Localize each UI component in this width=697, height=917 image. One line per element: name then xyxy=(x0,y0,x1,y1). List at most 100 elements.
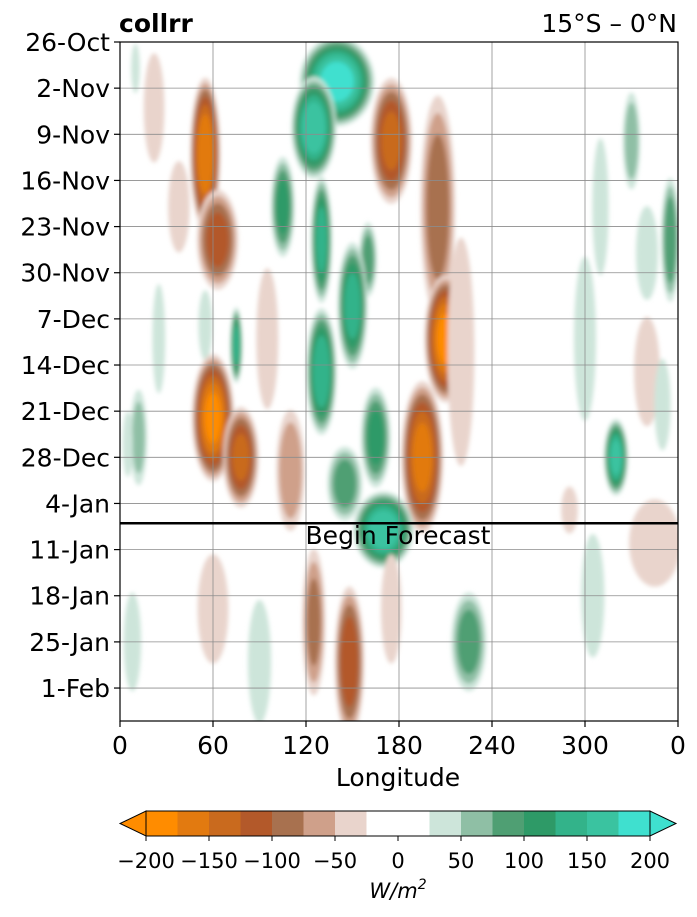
x-tick-label: 60 xyxy=(197,731,229,760)
grid xyxy=(120,41,678,721)
contour-level xyxy=(313,335,330,408)
contour-level xyxy=(206,212,229,268)
y-tick-label: 2-Nov xyxy=(36,74,110,103)
anomaly-feature xyxy=(636,206,658,300)
contour-level xyxy=(367,410,384,465)
anomaly-feature xyxy=(353,491,414,568)
y-tick-label: 4-Jan xyxy=(45,489,110,518)
contour-level xyxy=(302,102,326,154)
x-tick-label: 240 xyxy=(468,731,516,760)
contour-level xyxy=(233,325,240,366)
contour-level xyxy=(168,161,190,253)
contour-level xyxy=(654,358,671,451)
anomaly-feature xyxy=(190,77,221,231)
anomaly-feature xyxy=(198,290,213,361)
y-tick-label: 16-Nov xyxy=(20,166,110,195)
colorbar-tick-label: 150 xyxy=(567,849,607,873)
colorbar-over-arrow xyxy=(649,810,678,837)
contour-level xyxy=(340,616,359,707)
anomaly-feature xyxy=(152,284,166,394)
contour-level xyxy=(381,111,401,171)
anomaly-feature xyxy=(420,95,456,318)
contour-level xyxy=(316,206,327,273)
x-tick-label: 300 xyxy=(561,731,609,760)
contour-level xyxy=(426,134,450,280)
colorbar-segment xyxy=(587,811,619,836)
anomaly-feature xyxy=(168,161,190,253)
y-tick-label: 25-Jan xyxy=(29,628,110,657)
anomaly-feature xyxy=(629,499,678,587)
y-tick-label: 23-Nov xyxy=(20,213,110,242)
forecast-label: Begin Forecast xyxy=(306,521,491,550)
y-tick-label: 14-Dec xyxy=(21,351,110,380)
contour-level xyxy=(143,53,165,163)
colorbar-under-arrow xyxy=(118,810,147,837)
anomaly-feature xyxy=(311,176,332,303)
colorbar-tick-label: 0 xyxy=(391,849,404,873)
anomaly-feature xyxy=(247,600,272,721)
colorbar-segment xyxy=(272,811,304,836)
colorbar-tick-label: −50 xyxy=(313,849,357,873)
contour-level xyxy=(333,459,357,508)
colorbar-segment xyxy=(618,811,651,836)
contour-field xyxy=(122,42,678,721)
colorbar-label-exponent: 2 xyxy=(418,877,427,893)
contour-level xyxy=(368,510,399,549)
anomaly-feature xyxy=(230,307,243,384)
contour-level xyxy=(247,600,272,721)
colorbar-tick-label: 50 xyxy=(448,849,475,873)
y-tick-label: 9-Nov xyxy=(36,120,110,149)
contour-level xyxy=(132,401,145,474)
anomaly-feature xyxy=(302,548,326,696)
colorbar-segment xyxy=(429,811,462,836)
y-tick-label: 30-Nov xyxy=(20,259,110,288)
y-axis: 26-Oct 2-Nov 9-Nov 16-Nov 23-Nov 30-Nov 7-Dec 1… xyxy=(20,28,120,703)
anomaly-feature xyxy=(370,77,412,204)
anomaly-feature xyxy=(592,138,609,276)
contour-level xyxy=(636,206,658,300)
colorbar-segment xyxy=(177,811,210,836)
colorbar-segment xyxy=(240,811,273,836)
y-tick-label: 26-Oct xyxy=(25,28,110,57)
contour-level xyxy=(344,272,361,339)
anomaly-feature xyxy=(131,43,140,94)
colorbar-segment xyxy=(461,811,493,836)
anomaly-feature xyxy=(561,486,578,534)
anomaly-feature xyxy=(276,409,305,532)
chart-title: collrr xyxy=(119,9,193,38)
anomaly-feature xyxy=(256,268,279,410)
colorbar-segment xyxy=(335,811,367,836)
colorbar-segment xyxy=(524,811,556,836)
colorbar-label: W/m2 xyxy=(369,877,426,903)
x-tick-label: 120 xyxy=(282,731,330,760)
contour-level xyxy=(629,499,678,587)
contour-level xyxy=(624,102,639,180)
y-tick-label: 28-Dec xyxy=(21,443,110,472)
anomaly-feature xyxy=(623,92,640,190)
y-tick-label: 7-Dec xyxy=(37,305,110,334)
anomaly-feature xyxy=(271,156,295,257)
colorbar-tick-label: −200 xyxy=(117,849,175,873)
y-tick-label: 11-Jan xyxy=(29,536,110,565)
y-tick-label: 18-Jan xyxy=(29,582,110,611)
x-axis-label: Longitude xyxy=(336,763,460,792)
x-axis: 0 60 120 180 240 300 0 xyxy=(112,721,686,760)
contour-level xyxy=(197,114,214,195)
anomaly-feature xyxy=(337,242,368,369)
anomaly-feature xyxy=(361,387,391,488)
contour-level xyxy=(256,268,279,410)
y-tick-label: 21-Dec xyxy=(21,397,110,426)
contour-level xyxy=(122,411,133,477)
anomaly-feature xyxy=(306,308,337,435)
x-tick-label: 180 xyxy=(375,731,423,760)
contour-level xyxy=(279,422,302,519)
colorbar-segment xyxy=(492,811,525,836)
colorbar-tick-label: 200 xyxy=(630,849,670,873)
colorbar-segment xyxy=(146,811,178,836)
anomaly-feature xyxy=(381,554,402,664)
contour-level xyxy=(276,179,290,235)
colorbar-label-unit: W/m xyxy=(369,879,417,903)
contour-level xyxy=(447,237,475,466)
anomaly-feature xyxy=(327,446,363,521)
